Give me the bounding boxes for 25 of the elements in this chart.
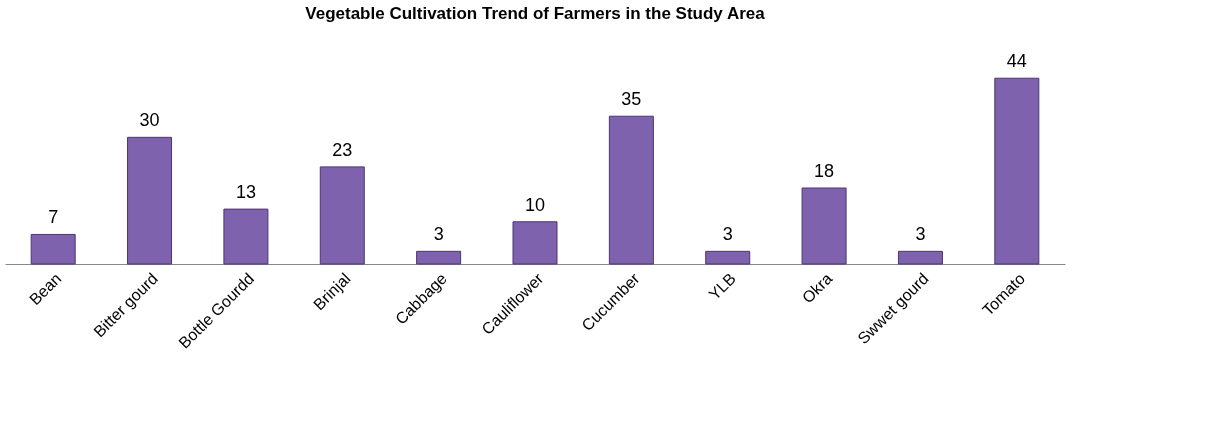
data-label: 3 bbox=[722, 224, 733, 245]
data-label: 18 bbox=[814, 161, 835, 181]
bar bbox=[127, 136, 173, 265]
data-label: 7 bbox=[48, 207, 59, 228]
x-tick-label: YLB bbox=[705, 269, 740, 304]
data-label: 35 bbox=[621, 89, 642, 110]
x-tick-label: Okra bbox=[798, 269, 836, 307]
data-label: 3 bbox=[915, 224, 926, 245]
bar bbox=[416, 250, 462, 265]
bar bbox=[705, 250, 751, 265]
bar bbox=[994, 77, 1040, 265]
bar bbox=[897, 250, 943, 265]
data-label: 44 bbox=[1006, 51, 1027, 72]
bar bbox=[319, 166, 365, 265]
bar bbox=[608, 115, 654, 265]
bar bbox=[512, 221, 558, 265]
data-label: 23 bbox=[332, 139, 353, 160]
chart-title: Vegetable Cultivation Trend of Farmers in the Study Area bbox=[305, 4, 766, 24]
data-label: 3 bbox=[433, 224, 444, 245]
bar bbox=[223, 208, 269, 265]
data-label: 13 bbox=[235, 182, 256, 203]
bar bbox=[801, 187, 847, 265]
data-label: 30 bbox=[139, 110, 160, 131]
bar bbox=[30, 233, 76, 265]
data-label: 10 bbox=[524, 194, 546, 215]
